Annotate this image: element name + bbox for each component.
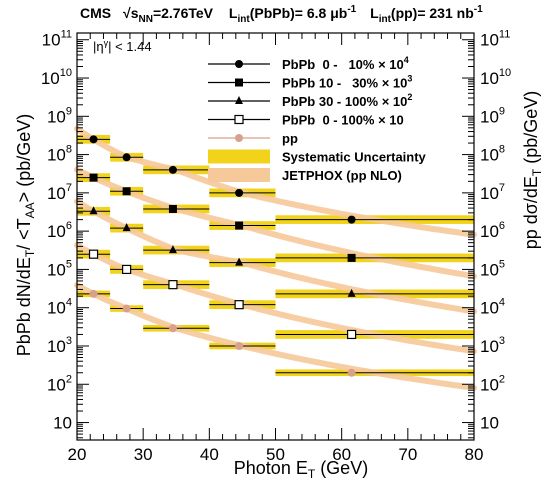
x-axis-label: Photon ET (GeV) (234, 458, 368, 481)
legend-label: PbPb 10 - 30% × 103 (282, 74, 412, 91)
y-axis-label-left: PbPb dN/dET/ <TAA> (pb/GeV) (14, 114, 37, 356)
x-tick-label: 30 (134, 445, 153, 464)
legend-label: PbPb 0 - 10% × 104 (282, 55, 409, 72)
y-tick-label-right: 106 (480, 220, 505, 241)
y-tick-label-right: 108 (480, 144, 505, 165)
marker-square (235, 78, 243, 87)
x-tick-label: 40 (200, 445, 219, 464)
lumi-pp-text: (pp)= 231 nb (391, 5, 474, 21)
energy-value: =2.76TeV (153, 5, 214, 21)
lumi-pp-exp: -1 (474, 4, 483, 15)
y-tick-label-right: 105 (480, 258, 505, 279)
marker-circle (235, 60, 243, 68)
x-tick-label: 50 (266, 445, 285, 464)
x-tick-label: 80 (465, 445, 484, 464)
marker-pp (347, 368, 356, 377)
legend-jetphox-swatch (208, 168, 270, 182)
y-tick-label-left: 108 (47, 144, 72, 165)
y-tick-label-right: 103 (480, 335, 505, 356)
lumi-pbpb-exp: -1 (347, 4, 356, 15)
x-tick-label: 60 (332, 445, 351, 464)
y-tick-label-left: 1010 (41, 67, 72, 88)
y-tick-label-right: 104 (480, 297, 505, 318)
marker-triangle (89, 206, 98, 215)
energy-var: s (131, 5, 139, 21)
legend-label: PbPb 30 - 100% × 102 (282, 92, 412, 109)
legend-label-jetphox: JETPHOX (pp NLO) (282, 168, 402, 183)
jetphox-curve (74, 166, 477, 280)
y-tick-label-left: 104 (47, 297, 72, 318)
jetphox-curves-layer (74, 125, 477, 391)
y-tick-label-right: 109 (480, 105, 505, 126)
lumi-pp-sub: int (379, 14, 392, 25)
eta-selection-label: |ηγ| < 1.44 (93, 38, 152, 54)
data-points-layer (77, 135, 474, 377)
y-tick-label-right: 1010 (480, 67, 511, 88)
marker-pp (235, 341, 244, 350)
svg-text:CMS √sNN=2.76TeV L: CMS √sNN=2.76TeV Lint(PbPb)= 6.8 μb-1 Li… (80, 0, 483, 25)
y-tick-label-left: 106 (47, 220, 72, 241)
lumi-pp-label: L (370, 5, 379, 21)
jetphox-curve (74, 198, 477, 315)
marker-pp (122, 304, 131, 313)
lumi-pbpb-text: (PbPb)= 6.8 μb (250, 5, 348, 21)
marker-open-square (346, 329, 357, 340)
marker-open-square (168, 280, 178, 290)
legend-label-systematic: Systematic Uncertainty (282, 150, 427, 165)
legend-systematic-swatch (208, 149, 270, 164)
x-tick-label: 70 (398, 445, 417, 464)
marker-open-square (234, 300, 244, 310)
marker-pp (168, 324, 177, 333)
chart-header: CMS √sNN=2.76TeV Lint(PbPb)= 6.8 μb-1 Li… (80, 0, 483, 25)
y-axis-label-right: pp dσ/dET (pb/GeV) (521, 91, 544, 250)
y-tick-label-right: 1011 (480, 29, 510, 50)
marker-circle (235, 188, 244, 197)
marker-square (347, 253, 356, 262)
marker-circle (347, 215, 356, 224)
marker-pp (89, 289, 98, 298)
legend-label: pp (282, 131, 298, 146)
marker-circle (168, 165, 177, 174)
y-tick-label-right: 107 (480, 182, 505, 203)
y-tick-label-left: 10 (53, 414, 72, 433)
marker-square (122, 187, 131, 196)
marker-triangle (347, 288, 356, 297)
lumi-pbpb-label: L (229, 5, 238, 21)
y-tick-label-left: 107 (47, 182, 72, 203)
legend-label: PbPb 0 - 100% × 10 (282, 113, 404, 128)
marker-square (168, 204, 177, 213)
marker-open-square (88, 249, 99, 259)
y-tick-label-left: 102 (47, 373, 72, 394)
marker-pp (235, 134, 243, 142)
marker-triangle (122, 223, 131, 232)
experiment-label: CMS (80, 5, 111, 21)
lumi-pbpb-sub: int (237, 14, 250, 25)
y-tick-label-right: 10 (480, 414, 499, 433)
marker-circle (122, 153, 131, 162)
energy-sub: NN (139, 14, 153, 25)
marker-circle (89, 135, 98, 144)
jetphox-curve (74, 125, 477, 238)
x-tick-label: 20 (68, 445, 87, 464)
y-tick-label-left: 103 (47, 335, 72, 356)
jetphox-curve (74, 242, 477, 355)
marker-triangle (235, 96, 243, 104)
y-tick-label-right: 102 (480, 373, 505, 394)
y-tick-label-left: 109 (47, 105, 72, 126)
marker-triangle (235, 257, 244, 266)
marker-open-square (234, 114, 244, 125)
jetphox-curve (74, 282, 477, 391)
y-tick-label-left: 1011 (42, 29, 72, 50)
marker-square (235, 221, 244, 230)
marker-triangle (168, 245, 177, 254)
energy-sqrt: √ (123, 5, 131, 21)
y-tick-label-left: 105 (47, 258, 72, 279)
marker-open-square (122, 264, 132, 275)
marker-square (89, 173, 98, 182)
